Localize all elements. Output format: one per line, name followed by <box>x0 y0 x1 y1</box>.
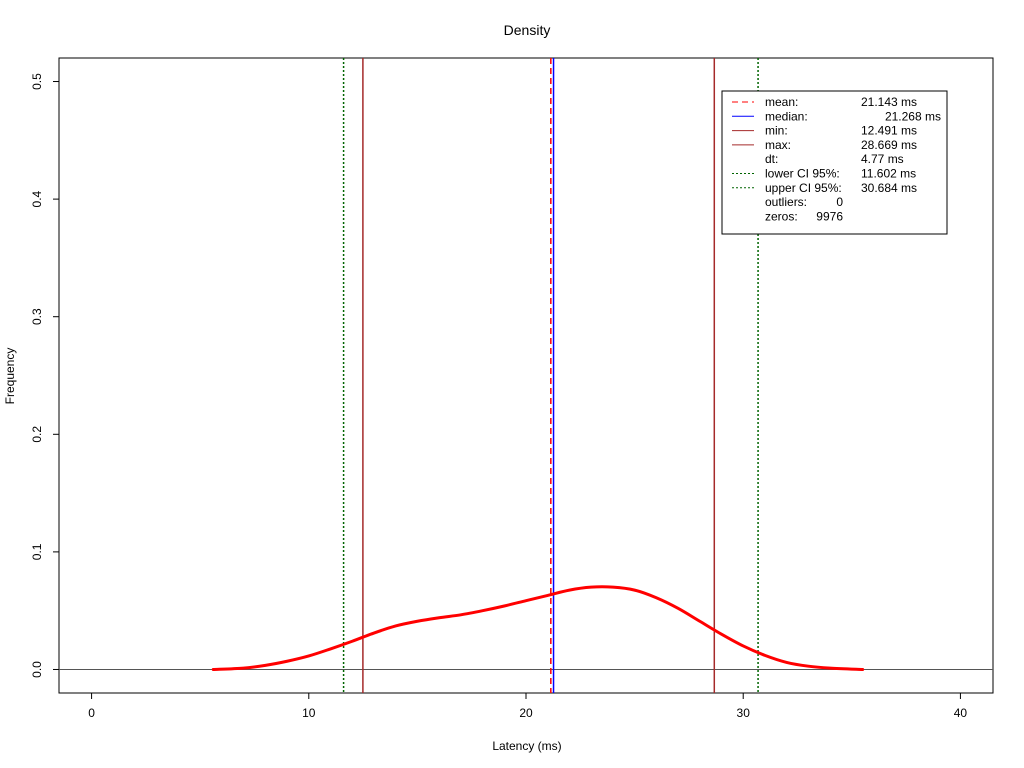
legend-value: 30.684 ms <box>861 181 917 195</box>
legend-stat-label: outliers: <box>765 195 807 209</box>
legend: mean: 21.143 ms median: 21.268 ms min: 12.491… <box>721 90 948 235</box>
y-tick-label: 0.5 <box>30 73 44 90</box>
x-tick-label: 40 <box>954 706 968 720</box>
x-tick-label: 20 <box>519 706 533 720</box>
x-tick-label: 30 <box>737 706 751 720</box>
legend-box <box>721 90 948 235</box>
legend-label: max: <box>765 138 791 152</box>
legend-label: median: <box>765 109 808 123</box>
y-tick-label: 0.4 <box>30 190 44 207</box>
y-axis-label: Frequency <box>3 348 17 405</box>
legend-stat-value: 0 <box>836 195 843 209</box>
legend-value: 21.143 ms <box>861 95 917 109</box>
legend-value: 28.669 ms <box>861 138 917 152</box>
legend-value: 12.491 ms <box>861 124 917 138</box>
legend-label: min: <box>765 124 788 138</box>
density-curve <box>211 585 865 671</box>
legend-label: mean: <box>765 95 798 109</box>
y-tick-label: 0.2 <box>30 426 44 443</box>
y-tick-label: 0.3 <box>30 308 44 325</box>
x-tick-label: 0 <box>88 706 95 720</box>
x-axis-label: Latency (ms) <box>492 739 561 753</box>
legend-value: 4.77 ms <box>861 152 904 166</box>
legend-stat-label: zeros: <box>765 209 798 223</box>
x-tick-label: 10 <box>302 706 316 720</box>
legend-label: dt: <box>765 152 778 166</box>
legend-label: upper CI 95%: <box>765 181 842 195</box>
y-tick-label: 0.0 <box>30 661 44 678</box>
legend-value: 11.602 ms <box>861 167 916 181</box>
chart-title: Density <box>504 22 551 38</box>
legend-label: lower CI 95%: <box>765 167 840 181</box>
legend-value: 21.268 ms <box>885 109 941 123</box>
y-tick-label: 0.1 <box>30 543 44 560</box>
plot-layer: 0 10 20 30 40 0.0 0.1 0.2 0.3 0.4 0.5 <box>30 57 994 720</box>
legend-stat-value: 9976 <box>816 209 843 223</box>
